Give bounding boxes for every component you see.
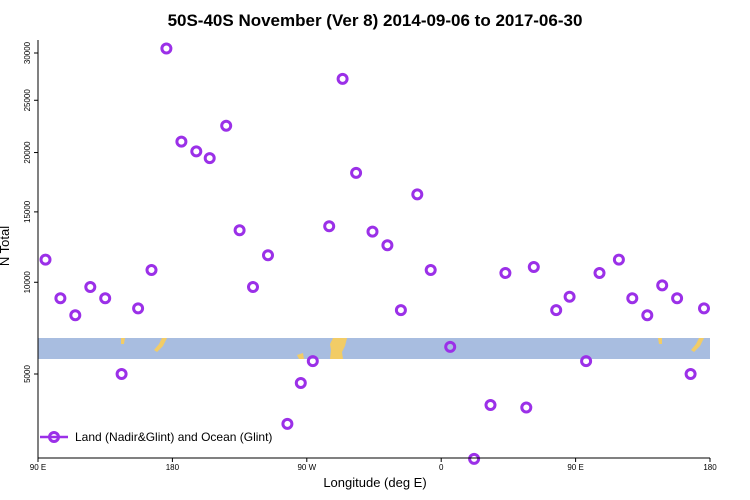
data-point [69,309,82,322]
data-point [203,152,216,165]
data-point [381,239,394,252]
data-point [593,267,606,279]
data-point [160,42,173,55]
data-point [580,355,593,368]
x-axis: 90 E 180 90 W 0 90 E 180 [30,457,717,472]
y-axis: 5000 10000 15000 20000 25000 30000 [23,40,39,458]
land-fragment-5 [658,338,662,344]
data-point [656,279,669,292]
data-point [411,188,424,201]
y-tick-label: 30000 [23,41,32,64]
x-tick-label: 180 [166,463,180,472]
legend: Land (Nadir&Glint) and Ocean (Glint) [40,430,272,444]
data-point [99,292,112,305]
data-point [484,399,497,411]
data-point [366,225,379,238]
data-point [444,340,457,353]
y-tick-label: 10000 [23,271,32,294]
data-point [323,220,336,233]
data-point [468,452,481,465]
data-point [394,304,407,317]
data-point [175,135,188,148]
x-tick-label: 90 E [567,463,583,472]
map-strip [38,338,710,359]
data-point [336,72,349,85]
data-point [220,119,233,132]
data-point [233,224,246,237]
data-point [281,417,294,430]
data-point [247,281,259,293]
data-point [550,304,563,317]
data-point [527,261,540,273]
y-tick-label: 5000 [23,365,32,383]
data-point [145,264,158,276]
land-fragment-6 [691,338,704,352]
y-axis-label: N Total [0,226,12,266]
data-point [563,290,576,303]
data-point [84,281,97,293]
data-point [350,166,363,179]
y-tick-label: 15000 [23,200,32,223]
data-point [294,377,307,389]
x-tick-label: 180 [703,463,717,472]
data-point [39,253,52,266]
data-point [54,292,67,305]
x-axis-label: Longitude (deg E) [323,475,426,490]
data-point [626,292,639,305]
data-point [641,309,654,322]
legend-label: Land (Nadir&Glint) and Ocean (Glint) [75,430,272,444]
data-points [39,42,710,465]
data-point [190,145,203,158]
data-point [698,302,710,315]
ocean-band [38,338,710,359]
land-fragment-3 [297,353,304,359]
chart-title: 50S-40S November (Ver 8) 2014-09-06 to 2… [168,11,583,30]
data-point [424,264,437,276]
y-tick-label: 20000 [23,141,32,164]
data-point [520,401,533,414]
x-tick-label: 90 E [30,463,46,472]
data-point [671,292,684,305]
x-tick-label: 90 W [297,463,316,472]
land-fragment-1 [121,338,125,344]
data-point [262,249,274,262]
y-tick-label: 25000 [23,89,32,112]
data-point [499,267,512,279]
legend-marker [48,431,60,443]
data-point [115,368,128,380]
data-point [684,368,697,380]
data-point [306,355,319,368]
data-point [132,302,145,315]
land-fragment-4 [330,338,347,359]
land-fragment-2 [154,338,167,352]
x-tick-label: 0 [439,463,444,472]
data-point [612,253,625,266]
